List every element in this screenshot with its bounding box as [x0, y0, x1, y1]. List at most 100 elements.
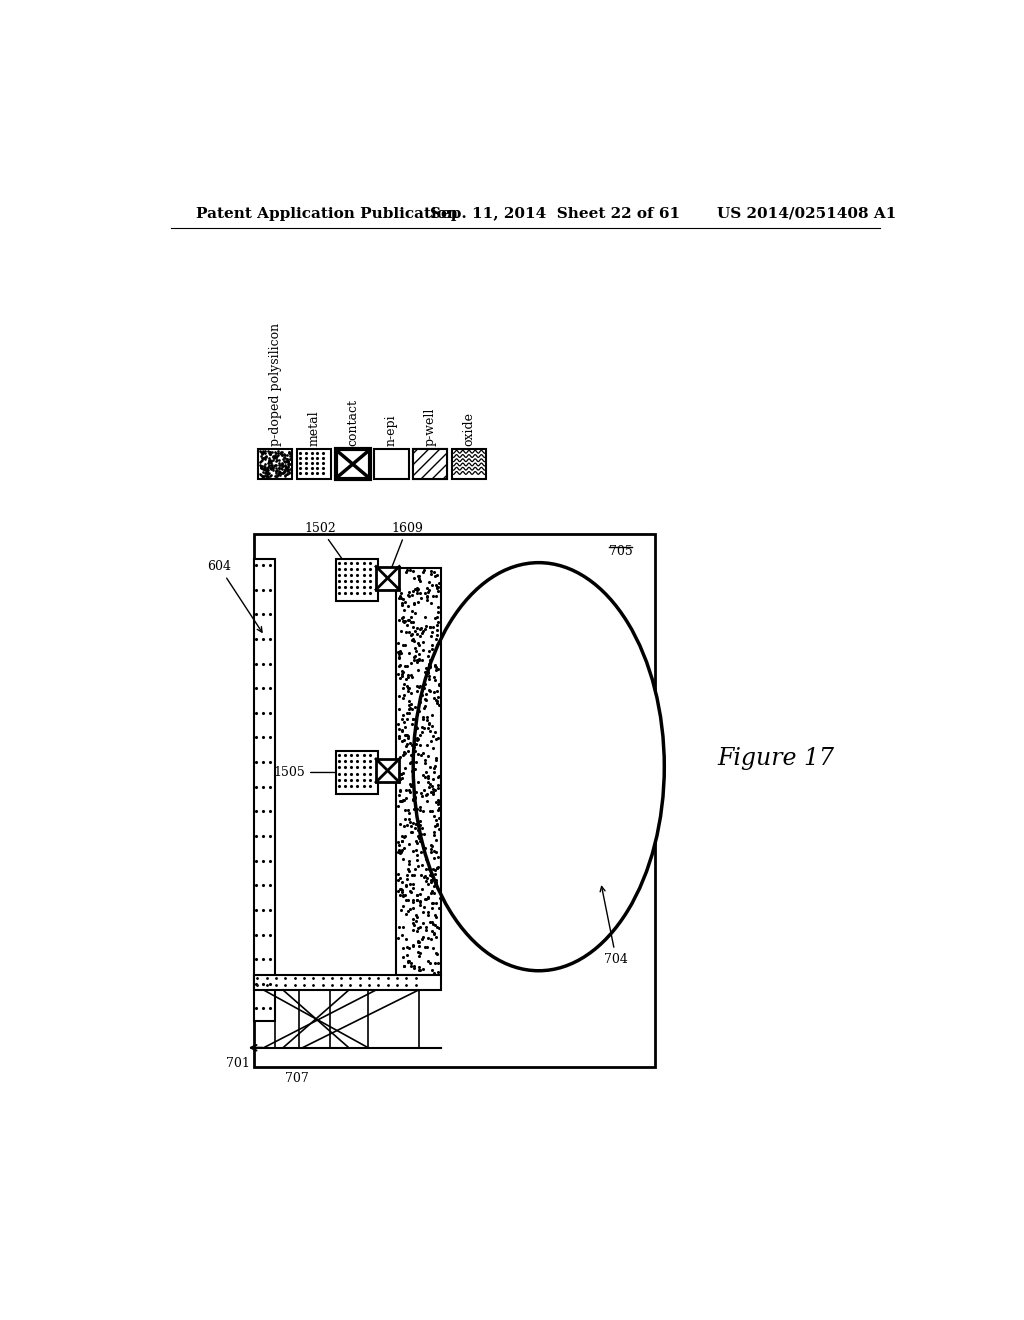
- Point: [262, 444, 279, 465]
- Point: [409, 652, 425, 673]
- Point: [426, 822, 442, 843]
- Point: [423, 564, 439, 585]
- Point: [420, 887, 436, 908]
- Point: [430, 581, 446, 602]
- Point: [412, 676, 428, 697]
- Point: [425, 726, 441, 747]
- Point: [276, 459, 293, 480]
- Point: [404, 898, 421, 919]
- Bar: [336, 449, 370, 479]
- Point: [410, 591, 426, 612]
- Point: [268, 459, 285, 480]
- Text: p-doped polysilicon: p-doped polysilicon: [268, 322, 282, 446]
- Point: [412, 883, 428, 904]
- Point: [401, 622, 418, 643]
- Point: [274, 453, 291, 474]
- Point: [424, 801, 440, 822]
- Point: [414, 929, 430, 950]
- Point: [404, 616, 421, 638]
- Point: [255, 441, 271, 462]
- Point: [392, 813, 409, 834]
- Point: [395, 606, 412, 627]
- Point: [422, 865, 438, 886]
- Point: [252, 457, 268, 478]
- Point: [421, 859, 437, 880]
- Point: [265, 458, 282, 479]
- Point: [395, 589, 412, 610]
- Point: [390, 863, 407, 884]
- Point: [404, 935, 421, 956]
- Point: [390, 928, 407, 949]
- Point: [401, 781, 418, 803]
- Point: [259, 459, 275, 480]
- Point: [419, 590, 435, 611]
- Point: [418, 615, 434, 636]
- Point: [253, 442, 269, 463]
- Point: [399, 800, 416, 821]
- Point: [396, 956, 413, 977]
- Point: [394, 849, 411, 870]
- Point: [420, 902, 436, 923]
- Point: [423, 593, 439, 614]
- Point: [272, 457, 289, 478]
- Point: [281, 457, 297, 478]
- Point: [272, 444, 289, 465]
- Point: [403, 775, 420, 796]
- Point: [401, 581, 418, 602]
- Point: [416, 560, 432, 581]
- Point: [404, 667, 421, 688]
- Point: [278, 458, 294, 479]
- Point: [402, 873, 419, 894]
- Point: [425, 768, 441, 789]
- Point: [401, 774, 418, 795]
- Point: [426, 758, 442, 779]
- Point: [426, 667, 442, 688]
- Point: [395, 886, 412, 907]
- Point: [427, 655, 443, 676]
- Point: [414, 649, 430, 671]
- Point: [397, 668, 414, 689]
- Point: [417, 618, 433, 639]
- Point: [420, 887, 436, 908]
- Point: [423, 781, 439, 803]
- Point: [265, 445, 282, 466]
- Text: 1609: 1609: [389, 521, 423, 574]
- Point: [400, 678, 417, 700]
- Point: [415, 639, 431, 660]
- Point: [390, 648, 407, 669]
- Point: [413, 618, 429, 639]
- Point: [260, 451, 276, 473]
- Point: [397, 890, 414, 911]
- Point: [422, 616, 438, 638]
- Text: 705: 705: [608, 545, 632, 557]
- Point: [253, 457, 269, 478]
- Point: [414, 722, 430, 743]
- Point: [410, 931, 426, 952]
- Point: [418, 888, 434, 909]
- Point: [428, 747, 444, 768]
- Point: [411, 936, 427, 957]
- Point: [413, 865, 429, 886]
- Point: [393, 663, 410, 684]
- Point: [430, 789, 446, 810]
- Point: [280, 454, 296, 475]
- Point: [390, 832, 407, 853]
- Point: [406, 876, 422, 898]
- Point: [394, 830, 411, 851]
- Point: [416, 866, 432, 887]
- Point: [395, 635, 412, 656]
- Point: [399, 726, 416, 747]
- Point: [404, 709, 421, 730]
- Point: [396, 655, 413, 676]
- Point: [263, 453, 280, 474]
- Point: [276, 455, 293, 477]
- Point: [261, 466, 278, 487]
- Point: [399, 664, 416, 685]
- Point: [401, 950, 418, 972]
- Point: [267, 450, 284, 471]
- Point: [273, 445, 290, 466]
- Point: [399, 656, 416, 677]
- Point: [423, 834, 439, 855]
- Point: [276, 455, 293, 477]
- Point: [413, 570, 429, 591]
